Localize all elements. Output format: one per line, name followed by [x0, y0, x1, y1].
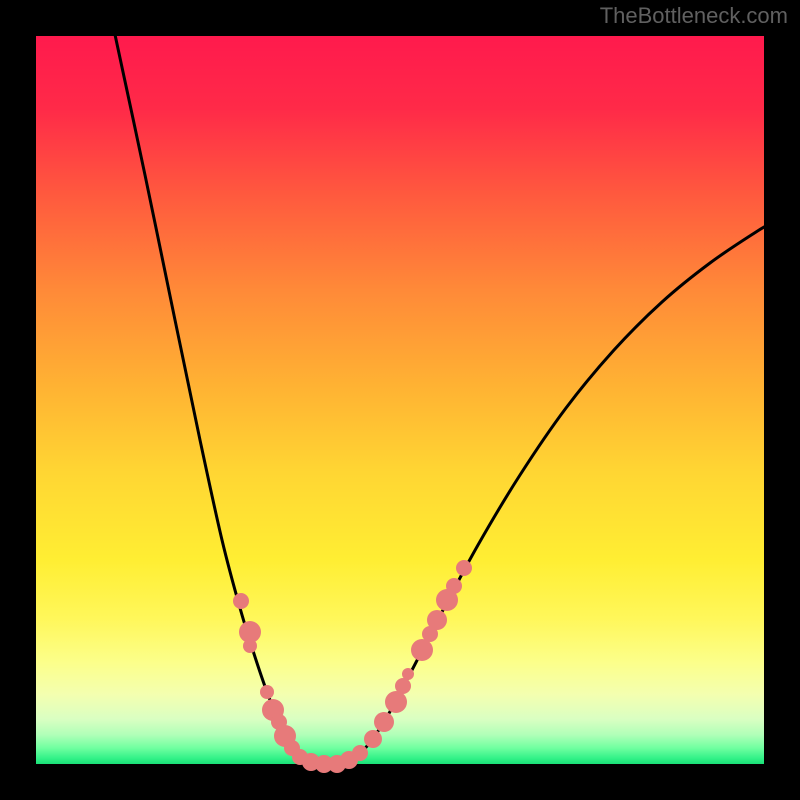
v-curve [114, 30, 775, 764]
curve-layer [0, 0, 800, 800]
marker-point [260, 685, 274, 699]
marker-point [233, 593, 249, 609]
marker-point [456, 560, 472, 576]
marker-point [364, 730, 382, 748]
marker-point [402, 668, 414, 680]
marker-point [385, 691, 407, 713]
marker-point [352, 745, 368, 761]
marker-point [446, 578, 462, 594]
marker-point [374, 712, 394, 732]
chart-wrapper: TheBottleneck.com [0, 0, 800, 800]
marker-point [395, 678, 411, 694]
marker-point [427, 610, 447, 630]
marker-point [411, 639, 433, 661]
attribution-text: TheBottleneck.com [600, 3, 788, 29]
marker-point [243, 639, 257, 653]
